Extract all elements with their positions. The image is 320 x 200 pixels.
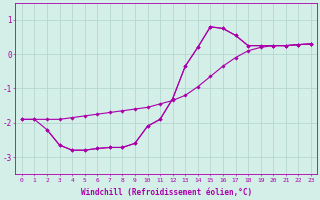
- X-axis label: Windchill (Refroidissement éolien,°C): Windchill (Refroidissement éolien,°C): [81, 188, 252, 197]
